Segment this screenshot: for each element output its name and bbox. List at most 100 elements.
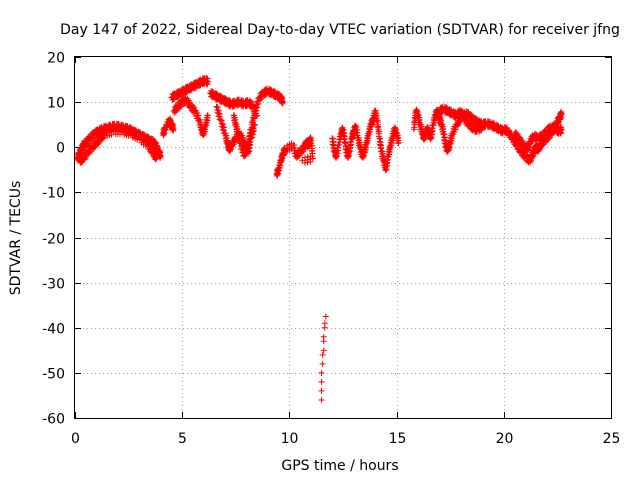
data-point — [279, 155, 286, 162]
data-point — [84, 140, 91, 147]
data-point — [376, 135, 383, 142]
data-point — [557, 115, 564, 122]
data-point — [356, 139, 363, 146]
data-point — [318, 396, 325, 403]
data-point — [248, 124, 255, 131]
data-point — [195, 112, 202, 119]
data-point — [309, 147, 316, 154]
data-point — [217, 117, 224, 124]
data-point — [91, 144, 98, 151]
data-point — [232, 116, 239, 123]
data-point — [377, 139, 384, 146]
data-point — [299, 157, 306, 164]
data-point — [536, 146, 543, 153]
data-point — [440, 125, 447, 132]
data-point — [87, 149, 94, 156]
data-point — [335, 147, 342, 154]
data-point — [378, 142, 385, 149]
data-point — [464, 108, 471, 115]
data-point — [294, 153, 301, 160]
data-point — [215, 107, 222, 114]
data-point — [382, 166, 389, 173]
data-point — [170, 126, 177, 133]
data-point — [354, 129, 361, 136]
data-point — [174, 93, 181, 100]
data-point — [214, 104, 221, 111]
data-point — [330, 139, 337, 146]
data-point — [183, 89, 190, 96]
data-point — [190, 104, 197, 111]
data-point — [152, 151, 159, 158]
data-point — [345, 152, 352, 159]
data-point — [330, 142, 337, 149]
data-point — [204, 75, 211, 82]
data-point — [346, 148, 353, 155]
data-point — [545, 128, 552, 135]
data-point — [108, 131, 115, 138]
data-point — [472, 115, 479, 122]
data-point — [320, 347, 327, 354]
y-tick-label: -20 — [42, 232, 65, 248]
data-point — [251, 115, 258, 122]
data-point — [204, 112, 211, 119]
data-point — [479, 123, 486, 130]
data-point — [468, 112, 475, 119]
x-tick-label: 5 — [178, 431, 187, 447]
data-point — [502, 124, 509, 131]
data-point — [308, 142, 315, 149]
data-point — [275, 170, 282, 177]
data-point — [245, 139, 252, 146]
data-point — [319, 360, 326, 367]
data-point — [336, 141, 343, 148]
data-point — [373, 112, 380, 119]
data-point — [395, 134, 402, 141]
data-point — [375, 123, 382, 130]
plot-frame — [74, 56, 612, 419]
data-point — [558, 110, 565, 117]
data-point — [383, 162, 390, 169]
data-point — [345, 153, 352, 160]
data-point — [440, 130, 447, 137]
data-point — [160, 131, 167, 138]
data-point — [414, 108, 421, 115]
data-point — [340, 126, 347, 133]
data-point — [237, 139, 244, 146]
data-point — [527, 158, 534, 165]
data-point — [243, 149, 250, 156]
data-point — [386, 149, 393, 156]
y-axis-label: SDTVAR / TECUs — [8, 181, 24, 296]
data-point — [125, 127, 132, 134]
data-point — [204, 78, 211, 85]
data-point — [252, 108, 259, 115]
data-point — [213, 103, 220, 110]
data-point — [431, 117, 438, 124]
data-point — [318, 387, 325, 394]
data-point — [513, 130, 520, 137]
data-point — [277, 162, 284, 169]
data-point — [442, 104, 449, 111]
data-point — [144, 133, 151, 140]
data-point — [234, 125, 241, 132]
y-tick-label: -40 — [42, 322, 65, 338]
data-point — [393, 126, 400, 133]
data-point — [249, 119, 256, 126]
data-point — [279, 95, 286, 102]
x-tick-label: 15 — [389, 431, 407, 447]
data-point — [170, 96, 177, 103]
data-point — [542, 139, 549, 146]
data-point — [278, 94, 285, 101]
data-point — [329, 135, 336, 142]
data-point — [81, 144, 88, 151]
data-point — [329, 135, 336, 142]
data-point — [384, 159, 391, 166]
data-point — [319, 351, 326, 358]
data-point — [221, 124, 228, 131]
data-point — [343, 143, 350, 150]
data-point — [148, 144, 155, 151]
x-tick-label: 10 — [281, 431, 299, 447]
data-point — [558, 114, 565, 121]
y-tick-label: -30 — [42, 277, 65, 293]
data-point — [187, 87, 194, 94]
x-axis-label: GPS time / hours — [281, 458, 398, 474]
